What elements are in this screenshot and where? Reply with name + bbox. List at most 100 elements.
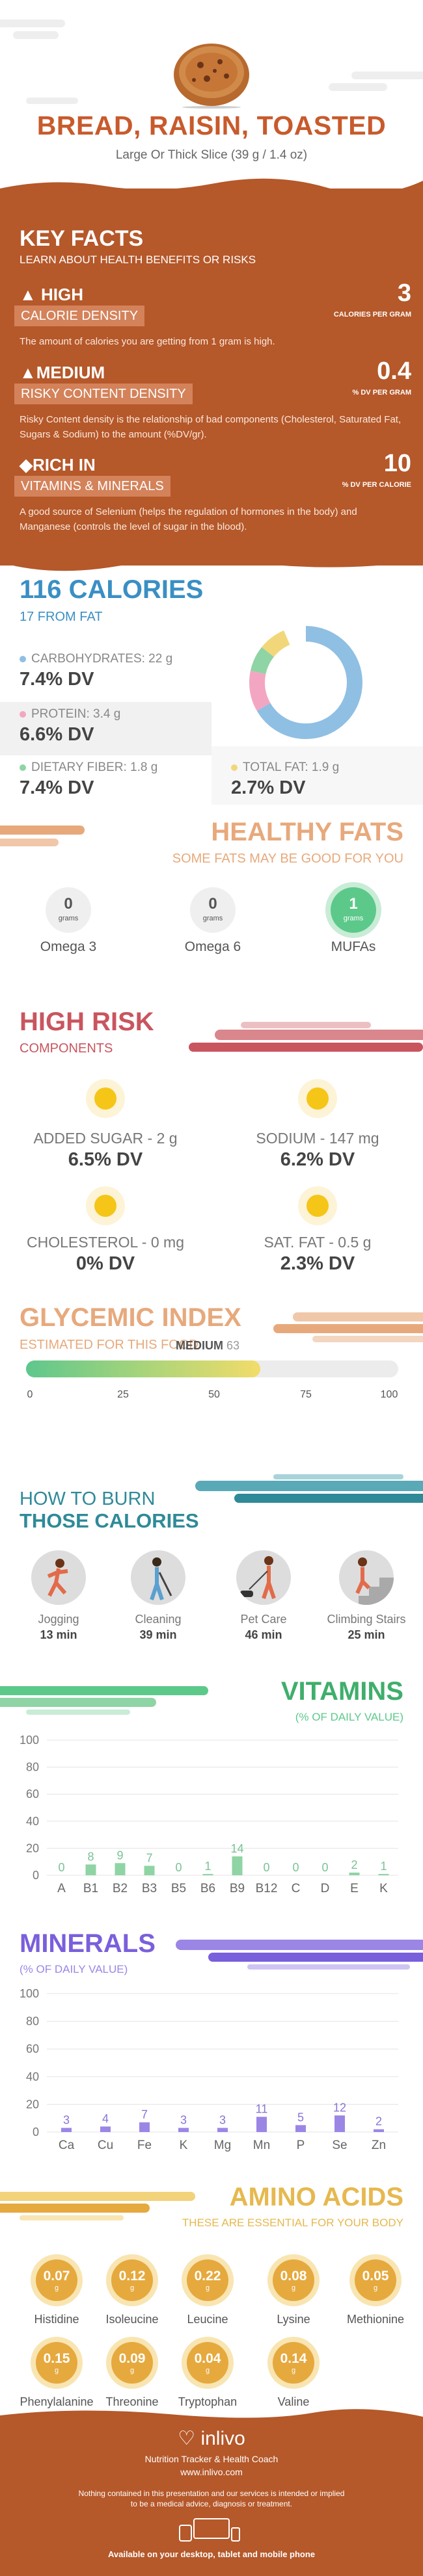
climbing-stairs-icon: [339, 1550, 394, 1605]
x-tick-label: B9: [230, 1882, 245, 1895]
activity-climbing-stairs: Climbing Stairs 25 min: [318, 1550, 415, 1642]
amino-unit: g: [54, 2284, 59, 2292]
jogging-icon: [31, 1550, 86, 1605]
nutrient-total-fat: TOTAL FAT: 1.9 g 2.7% DV: [231, 761, 339, 799]
fat-name: Omega 3: [40, 939, 97, 954]
amino-circle-inner: 0.08 g: [273, 2259, 314, 2301]
amino-subheading: THESE ARE ESSENTIAL FOR YOUR BODY: [182, 2217, 403, 2229]
minerals-heading: MINERALS: [20, 1929, 156, 1958]
amino-circle: 0.09 g: [106, 2337, 158, 2389]
glycemic-bar: [26, 1360, 398, 1377]
fat-value: 1: [349, 895, 358, 913]
jogging-figure: [47, 1559, 68, 1597]
nutrient-fiber: DIETARY FIBER: 1.8 g 7.4% DV: [20, 761, 157, 799]
nutrient-label-text: DIETARY FIBER: 1.8 g: [31, 761, 158, 774]
bar-value-label: 1: [204, 1860, 211, 1873]
activity-name: Climbing Stairs: [327, 1613, 406, 1626]
amino-value: 0.04: [194, 2351, 221, 2366]
fact-label: RISKY CONTENT DENSITY: [14, 384, 193, 404]
x-tick-label: P: [297, 2139, 305, 2152]
nutrient-protein: PROTEIN: 3.4 g 6.6% DV: [20, 707, 120, 746]
amino-value: 0.22: [194, 2269, 221, 2283]
pet-care-figure: [240, 1556, 276, 1599]
activity-time: 46 min: [245, 1628, 282, 1641]
risk-label: ADDED SUGAR - 2 g: [33, 1130, 178, 1147]
fact-label: CALORIE DENSITY: [14, 306, 145, 326]
bar-value-label: 0: [292, 1861, 299, 1874]
bar-value-label: 14: [230, 1842, 243, 1855]
bread-image: [174, 44, 249, 109]
glycemic-value: 63: [226, 1339, 240, 1352]
bar: [349, 1872, 360, 1875]
y-tick-label: 80: [26, 2015, 39, 2028]
healthy-fats-heading: HEALTHY FATS: [211, 818, 403, 846]
y-tick-label: 20: [26, 1841, 39, 1854]
fat-value: 0: [208, 895, 217, 913]
amino-value: 0.12: [118, 2269, 146, 2283]
amino-value: 0.08: [280, 2269, 307, 2283]
amino-circle-inner: 0.22 g: [187, 2259, 228, 2301]
legend-dot: [20, 764, 26, 771]
fact-level: ◆RICH IN: [20, 455, 96, 475]
activity-time: 25 min: [348, 1628, 385, 1641]
smile-icon: [86, 1079, 125, 1118]
burn-heading-1: HOW TO BURN: [20, 1489, 156, 1509]
brand-name: inlivo: [200, 2428, 245, 2449]
fat-unit: grams: [58, 915, 79, 922]
footer-wave: [0, 2409, 423, 2426]
stairs-figure: [355, 1557, 394, 1605]
serving-size: Large Or Thick Slice (39 g / 1.4 oz): [115, 148, 308, 162]
x-tick-label: K: [379, 1882, 388, 1895]
fact-level-text: MEDIUM: [36, 363, 105, 382]
page-title: BREAD, RAISIN, TOASTED: [36, 111, 387, 140]
amino-circle: 0.15 g: [31, 2337, 83, 2389]
fact-label: VITAMINS & MINERALS: [14, 476, 171, 497]
amino-unit: g: [205, 2284, 210, 2292]
amino-circle: 0.05 g: [349, 2254, 402, 2306]
bar: [334, 2115, 345, 2132]
amino-unit: g: [291, 2284, 296, 2292]
amino-circle-inner: 0.05 g: [355, 2259, 396, 2301]
amino-value: 0.15: [43, 2351, 70, 2366]
x-tick-label: B5: [171, 1882, 186, 1895]
amino-acid-item: 0.09 g Threonine: [90, 2337, 174, 2409]
nutrient-label: TOTAL FAT: 1.9 g: [231, 761, 339, 775]
glycemic-tick: 75: [300, 1389, 312, 1400]
amino-circle: 0.22 g: [182, 2254, 234, 2306]
key-facts-heading: KEY FACTS: [20, 226, 144, 251]
fact-unit: CALORIES PER GRAM: [333, 311, 411, 319]
fact-unit: % DV PER CALORIE: [342, 481, 411, 489]
vitamins-decoration: [0, 1686, 208, 1715]
fact-level-text: HIGH: [40, 285, 83, 304]
donut-slice-protein: [249, 626, 362, 739]
amino-acid-item: 0.22 g Leucine: [165, 2254, 250, 2326]
fact-value: 0.4: [377, 358, 411, 385]
bar-value-label: 3: [219, 2114, 226, 2127]
amino-unit: g: [373, 2284, 378, 2292]
vitamins-heading: VITAMINS: [280, 1677, 403, 1706]
amino-decoration: [0, 2192, 195, 2220]
amino-heading: AMINO ACIDS: [229, 2183, 403, 2211]
amino-circle-inner: 0.07 g: [36, 2259, 77, 2301]
activity-cleaning: Cleaning 39 min: [109, 1550, 207, 1642]
risk-decoration: [189, 1022, 423, 1052]
high-risk-heading: HIGH RISK: [20, 1008, 154, 1036]
bar-value-label: 0: [321, 1861, 328, 1874]
leaf-icon: ◆: [20, 455, 33, 475]
x-tick-label: B6: [200, 1882, 215, 1895]
amino-circle: 0.08 g: [267, 2254, 320, 2306]
nutrient-label: CARBOHYDRATES: 22 g: [20, 652, 172, 666]
warning-icon: ▲: [20, 363, 36, 382]
bar-value-label: 1: [380, 1860, 387, 1873]
bar: [139, 2122, 150, 2132]
x-tick-label: B3: [142, 1882, 157, 1895]
footer-url[interactable]: www.inlivo.com: [180, 2467, 243, 2477]
amino-name: Valine: [277, 2395, 310, 2408]
x-tick-label: Zn: [372, 2139, 386, 2152]
bar-value-label: 5: [297, 2111, 304, 2124]
vitamins-chart: 0 20 40 60 80 100 0 A 8 B1 9 B2 7 B3 0 B5 1 B6 14 B9 0 B12 0 C 0…: [20, 1734, 398, 1895]
amino-acid-item: 0.08 g Lysine: [251, 2254, 336, 2326]
x-tick-label: Fe: [137, 2139, 152, 2152]
bar: [178, 2127, 189, 2132]
x-tick-label: B2: [113, 1882, 128, 1895]
